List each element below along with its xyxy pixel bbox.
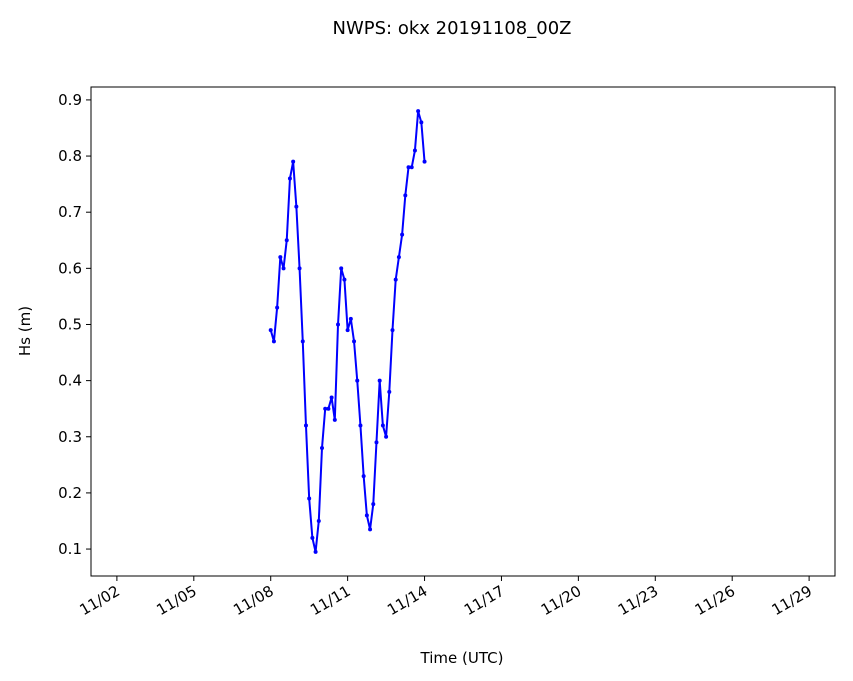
y-tick-label: 0.3 bbox=[58, 428, 82, 446]
y-tick-label: 0.9 bbox=[58, 91, 82, 109]
point bbox=[313, 549, 318, 554]
y-tick-label: 0.4 bbox=[58, 372, 82, 390]
x-tick-label: 11/05 bbox=[153, 582, 199, 619]
point bbox=[319, 445, 324, 450]
point bbox=[278, 255, 283, 260]
point bbox=[384, 434, 389, 439]
point bbox=[352, 339, 357, 344]
point bbox=[342, 277, 347, 282]
point bbox=[371, 502, 376, 507]
chart-title: NWPS: okx 20191108_00Z bbox=[333, 18, 572, 39]
y-tick-label: 0.7 bbox=[58, 203, 82, 221]
point bbox=[387, 389, 392, 394]
point bbox=[339, 266, 344, 271]
point bbox=[403, 193, 408, 198]
x-tick-label: 11/20 bbox=[538, 582, 584, 619]
point bbox=[345, 328, 350, 333]
point bbox=[271, 339, 276, 344]
x-tick-label: 11/02 bbox=[76, 582, 122, 619]
x-tick-label: 11/14 bbox=[384, 582, 430, 619]
point bbox=[374, 440, 379, 445]
x-tick-label: 11/17 bbox=[461, 582, 507, 619]
point bbox=[396, 255, 401, 260]
point bbox=[329, 395, 334, 400]
x-axis-label: Time (UTC) bbox=[420, 649, 504, 667]
point bbox=[393, 277, 398, 282]
point bbox=[332, 417, 337, 422]
point bbox=[297, 266, 302, 271]
point bbox=[390, 328, 395, 333]
point bbox=[287, 176, 292, 181]
point bbox=[368, 527, 373, 532]
point bbox=[380, 423, 385, 428]
point bbox=[294, 204, 299, 209]
point bbox=[275, 305, 280, 310]
point bbox=[361, 474, 366, 479]
y-axis-label: Hs (m) bbox=[16, 306, 34, 356]
point bbox=[316, 518, 321, 523]
x-tick-label: 11/08 bbox=[230, 582, 276, 619]
point bbox=[400, 232, 405, 237]
point bbox=[281, 266, 286, 271]
point bbox=[303, 423, 308, 428]
y-tick-label: 0.8 bbox=[58, 147, 82, 165]
y-tick-label: 0.1 bbox=[58, 540, 82, 558]
point bbox=[377, 378, 382, 383]
x-tick-label: 11/23 bbox=[615, 582, 661, 619]
point bbox=[291, 159, 296, 164]
point bbox=[355, 378, 360, 383]
point bbox=[323, 406, 328, 411]
point bbox=[284, 238, 289, 243]
point bbox=[409, 165, 414, 170]
x-tick-label: 11/11 bbox=[307, 582, 353, 619]
point bbox=[412, 148, 417, 153]
point bbox=[268, 328, 273, 333]
point bbox=[307, 496, 312, 501]
point bbox=[422, 159, 427, 164]
point bbox=[300, 339, 305, 344]
point bbox=[364, 513, 369, 518]
point bbox=[310, 535, 315, 540]
point bbox=[406, 165, 411, 170]
point bbox=[419, 120, 424, 125]
point bbox=[336, 322, 341, 327]
y-tick-label: 0.6 bbox=[58, 259, 82, 277]
y-tick-label: 0.5 bbox=[58, 315, 82, 333]
point bbox=[326, 406, 331, 411]
plot-frame bbox=[90, 86, 836, 577]
point bbox=[358, 423, 363, 428]
x-tick-label: 11/26 bbox=[692, 582, 738, 619]
point bbox=[348, 316, 353, 321]
point bbox=[416, 109, 421, 114]
x-tick-label: 11/29 bbox=[769, 582, 815, 619]
y-tick-label: 0.2 bbox=[58, 484, 82, 502]
